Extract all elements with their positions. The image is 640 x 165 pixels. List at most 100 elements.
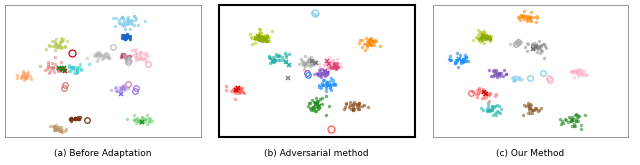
Point — [327, 59, 337, 62]
Point — [495, 71, 506, 74]
Point — [122, 54, 132, 57]
Point — [570, 114, 580, 116]
Point — [485, 37, 495, 40]
Point — [558, 122, 568, 124]
Point — [52, 68, 63, 71]
Point — [238, 91, 248, 93]
Point — [312, 100, 323, 102]
Point — [321, 87, 331, 90]
Point — [525, 19, 535, 21]
Point — [313, 105, 323, 107]
Point — [307, 60, 317, 63]
Point — [72, 66, 82, 69]
Point — [317, 84, 328, 86]
Point — [116, 16, 127, 19]
Point — [315, 69, 325, 72]
Point — [139, 117, 149, 120]
Point — [357, 39, 367, 42]
Point — [540, 47, 550, 49]
Point — [345, 101, 355, 103]
Point — [310, 102, 320, 104]
Point — [324, 105, 334, 107]
Point — [49, 42, 60, 45]
Point — [375, 44, 385, 47]
Point — [527, 43, 537, 45]
Point — [17, 76, 27, 79]
Point — [329, 63, 339, 66]
Point — [489, 106, 499, 109]
Point — [476, 107, 486, 110]
Point — [500, 73, 511, 75]
Point — [490, 112, 500, 114]
Point — [124, 38, 134, 41]
Point — [445, 59, 456, 62]
Point — [237, 90, 248, 92]
Point — [531, 20, 541, 23]
Point — [19, 70, 29, 72]
Point — [136, 51, 146, 53]
Point — [510, 79, 520, 81]
Point — [531, 14, 541, 17]
Point — [144, 119, 154, 122]
Point — [364, 43, 374, 46]
Point — [12, 73, 22, 76]
Point — [522, 41, 532, 44]
Point — [362, 44, 372, 46]
Point — [51, 128, 61, 131]
Point — [92, 59, 102, 62]
Point — [93, 58, 103, 60]
Point — [575, 70, 585, 72]
Point — [67, 67, 77, 70]
Point — [475, 31, 485, 34]
Point — [478, 36, 488, 38]
Point — [527, 111, 537, 114]
Point — [487, 107, 497, 110]
Point — [327, 67, 337, 70]
Point — [52, 45, 63, 48]
Point — [509, 79, 519, 82]
Point — [531, 108, 541, 110]
Point — [312, 73, 322, 75]
Point — [481, 34, 492, 36]
Point — [56, 126, 67, 128]
Point — [333, 66, 344, 69]
Point — [132, 54, 142, 57]
Point — [568, 122, 579, 125]
Point — [468, 91, 479, 94]
Point — [478, 30, 488, 33]
Point — [275, 59, 285, 61]
Point — [258, 39, 268, 41]
Point — [494, 72, 504, 75]
Point — [474, 87, 484, 90]
Point — [525, 111, 535, 114]
Point — [22, 73, 32, 75]
Point — [51, 37, 61, 40]
Point — [52, 46, 63, 49]
Point — [367, 40, 378, 42]
Point — [478, 87, 488, 90]
Point — [49, 125, 60, 127]
Point — [346, 107, 356, 110]
Point — [117, 54, 127, 57]
Point — [92, 54, 102, 56]
Point — [70, 69, 81, 72]
Point — [515, 14, 525, 17]
Point — [484, 38, 495, 41]
Point — [318, 83, 328, 86]
Point — [574, 115, 584, 118]
Point — [522, 49, 532, 52]
Point — [67, 66, 77, 69]
Point — [253, 38, 264, 41]
Point — [253, 36, 264, 39]
Point — [131, 56, 141, 58]
Point — [127, 19, 138, 22]
Point — [530, 107, 540, 109]
Point — [484, 69, 495, 72]
Point — [230, 89, 240, 92]
Point — [273, 55, 284, 58]
Point — [253, 31, 264, 34]
Point — [259, 35, 269, 38]
Point — [472, 89, 482, 92]
Point — [273, 58, 283, 61]
Point — [518, 104, 529, 107]
